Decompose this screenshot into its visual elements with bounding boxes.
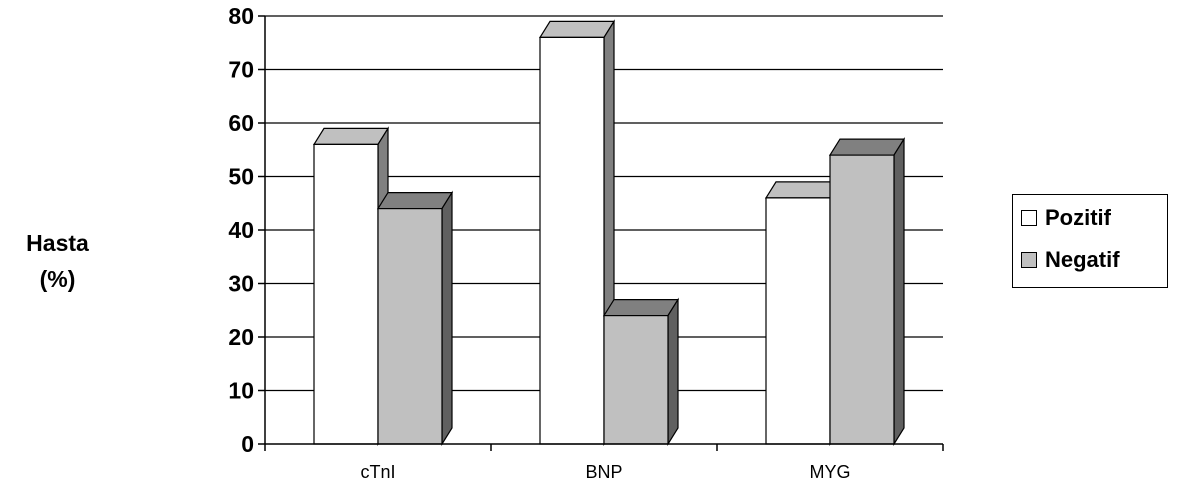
y-tick-label: 70 (228, 57, 254, 83)
bars (312, 19, 906, 447)
bar-side-face (893, 137, 905, 447)
bar-top-face (376, 192, 454, 210)
legend-item-pozitif: Pozitif (1021, 205, 1111, 231)
bar-top-face (764, 181, 842, 199)
bar-negatif-myg (828, 137, 906, 447)
y-tick-label: 10 (228, 378, 254, 404)
bar-front-face (377, 208, 443, 445)
bar-top-face (828, 138, 906, 156)
x-tick-label: BNP (585, 462, 622, 482)
legend-label-negatif: Negatif (1045, 247, 1120, 272)
bar-pozitif-ctni (312, 126, 390, 447)
y-tick-labels: 0 10 20 30 40 50 60 70 80 (228, 3, 254, 457)
legend-swatch-pozitif (1021, 210, 1037, 226)
x-tick-label: cTnI (360, 462, 395, 482)
bar-negatif-bnp (602, 297, 680, 447)
bar-front-face (765, 197, 831, 445)
bar-negatif-ctni (376, 190, 454, 447)
y-tick-label: 50 (228, 164, 254, 190)
bar-side-face (667, 297, 679, 447)
bar-front-face (539, 36, 605, 445)
y-tick-label: 30 (228, 271, 254, 297)
bar-front-face (313, 143, 379, 445)
y-tick-label: 40 (228, 217, 254, 243)
legend-item-negatif: Negatif (1021, 247, 1120, 273)
y-tick-label: 60 (228, 110, 254, 136)
axes (258, 15, 944, 451)
bar-pozitif-myg (764, 179, 842, 447)
y-tick-label: 0 (241, 431, 254, 457)
legend-label-pozitif: Pozitif (1045, 205, 1111, 230)
legend: Pozitif Negatif (1012, 194, 1168, 288)
x-tick-label: MYG (809, 462, 850, 482)
bar-top-face (312, 127, 390, 145)
bar-front-face (603, 315, 669, 445)
y-axis-label-line-2: (%) (39, 266, 76, 292)
bar-side-face (441, 190, 453, 447)
x-tick-labels: cTnI BNP MYG (360, 462, 850, 482)
bar-front-face (829, 154, 895, 445)
y-axis-label-line-1: Hasta (26, 230, 89, 256)
y-tick-label: 20 (228, 324, 254, 350)
bar-pozitif-bnp (538, 19, 616, 447)
y-tick-label: 80 (228, 3, 254, 29)
legend-swatch-negatif (1021, 252, 1037, 268)
bar-top-face (538, 20, 616, 39)
bar-top-face (602, 299, 680, 317)
